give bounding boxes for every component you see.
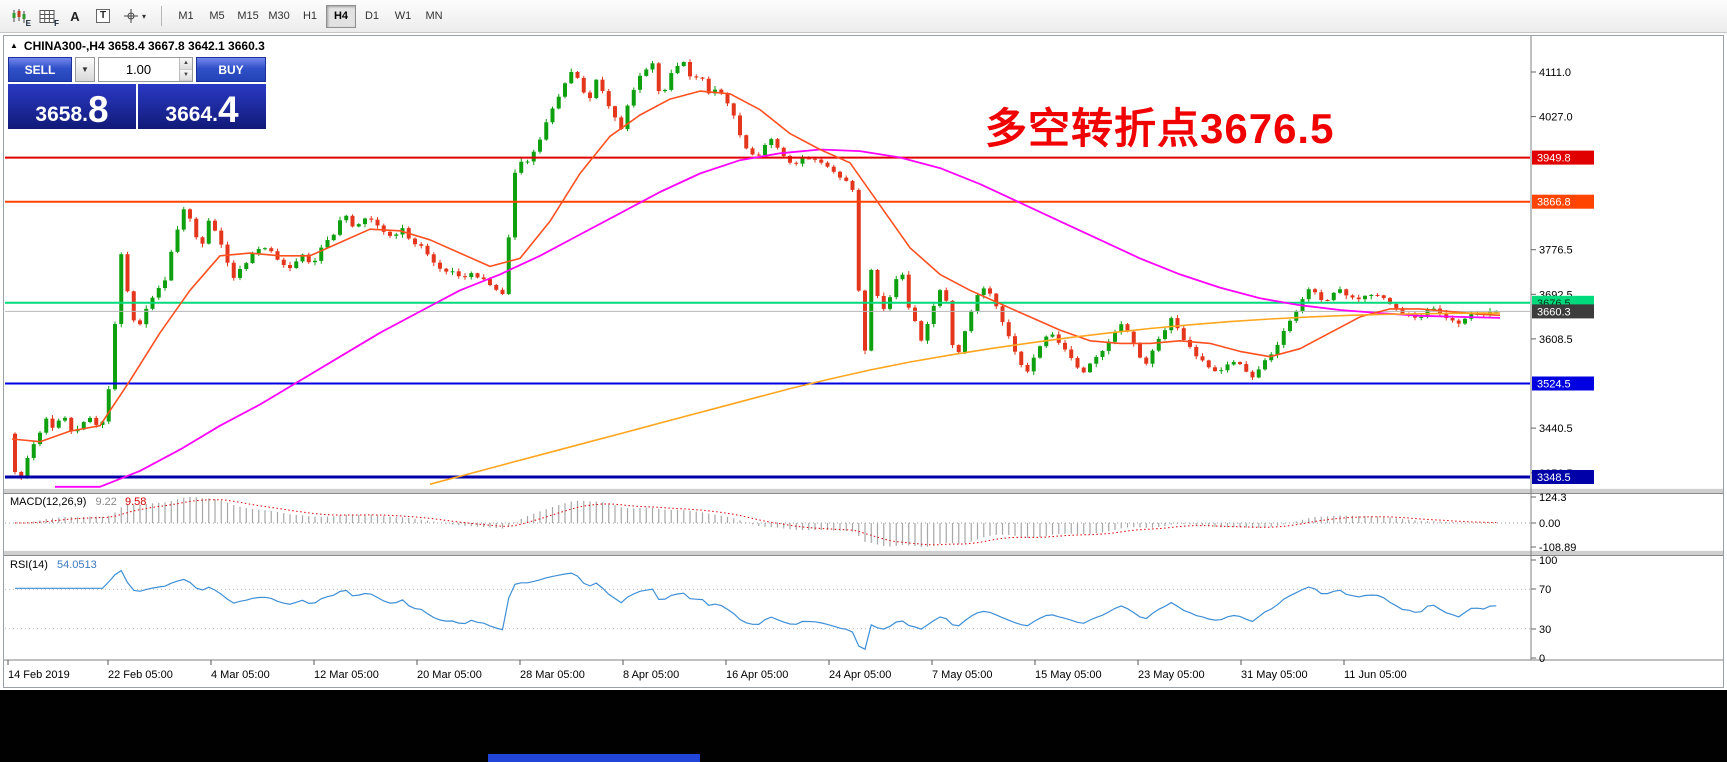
svg-text:100: 100: [1539, 555, 1557, 567]
svg-text:14 Feb 2019: 14 Feb 2019: [8, 669, 70, 681]
svg-text:3866.8: 3866.8: [1537, 197, 1571, 209]
chart-tools-group: E F A T ▾: [6, 4, 152, 28]
taskbar-item[interactable]: [488, 754, 700, 762]
svg-text:3524.5: 3524.5: [1537, 379, 1571, 391]
one-click-trading-panel: SELL ▼ ▲ ▼ BUY 3658. 8 3664. 4: [8, 57, 266, 129]
timeframe-d1-button[interactable]: D1: [357, 5, 387, 28]
macd-header: MACD(12,26,9) 9.22 9.58: [10, 496, 146, 508]
macd-signal-value: 9.58: [124, 496, 147, 508]
timeframe-group: M1 M5 M15 M30 H1 H4 D1 W1 MN: [171, 4, 450, 28]
svg-text:3608.5: 3608.5: [1539, 334, 1573, 346]
svg-text:30: 30: [1539, 624, 1551, 636]
macd-main-value: 9.22: [95, 496, 117, 508]
volume-up-icon[interactable]: ▲: [180, 58, 192, 70]
svg-text:3440.5: 3440.5: [1539, 423, 1573, 435]
grid-tool-icon[interactable]: F: [34, 4, 60, 28]
svg-text:23 May 05:00: 23 May 05:00: [1138, 669, 1205, 681]
timeframe-w1-button[interactable]: W1: [388, 5, 418, 28]
toolbar-separator: [161, 6, 163, 26]
sell-price-big: 8: [87, 88, 109, 130]
timeframe-m30-button[interactable]: M30: [264, 5, 294, 28]
text-label-tool-icon[interactable]: T: [90, 4, 116, 28]
timeframe-h4-button[interactable]: H4: [326, 4, 357, 28]
svg-text:20 Mar 05:00: 20 Mar 05:00: [417, 669, 482, 681]
svg-text:3776.5: 3776.5: [1539, 245, 1573, 257]
text-tool-icon[interactable]: A: [62, 4, 88, 28]
svg-text:28 Mar 05:00: 28 Mar 05:00: [520, 669, 585, 681]
svg-text:0: 0: [1539, 653, 1545, 665]
buy-price-small: 3664.: [165, 103, 218, 126]
svg-text:8 Apr 05:00: 8 Apr 05:00: [623, 669, 679, 681]
svg-text:31 May 05:00: 31 May 05:00: [1241, 669, 1308, 681]
volume-stepper: ▲ ▼: [179, 58, 192, 81]
timeframe-h1-button[interactable]: H1: [295, 5, 325, 28]
svg-text:-108.89: -108.89: [1539, 542, 1576, 554]
sell-button[interactable]: SELL: [8, 57, 72, 82]
chart-header: ▲ CHINA300-,H4 3658.4 3667.8 3642.1 3660…: [10, 39, 265, 53]
collapse-icon[interactable]: ▲: [10, 41, 18, 50]
toolbar: E F A T ▾ M1 M5 M15 M30 H1 H4 D1 W1 MN: [0, 0, 1727, 33]
svg-text:4111.0: 4111.0: [1539, 67, 1571, 79]
svg-text:70: 70: [1539, 584, 1551, 596]
sell-price-display[interactable]: 3658. 8: [8, 84, 136, 129]
svg-text:24 Apr 05:00: 24 Apr 05:00: [829, 669, 891, 681]
rsi-header: RSI(14) 54.0513: [10, 559, 97, 571]
chart-annotation-text: 多空转折点3676.5: [985, 105, 1335, 152]
volume-input[interactable]: [99, 58, 192, 81]
svg-text:3660.3: 3660.3: [1537, 306, 1571, 318]
svg-text:7 May 05:00: 7 May 05:00: [932, 669, 993, 681]
svg-text:0.00: 0.00: [1539, 518, 1560, 530]
volume-dropdown-icon[interactable]: ▼: [75, 57, 95, 82]
chart-canvas[interactable]: 4111.04027.03776.53692.53608.53440.53356…: [0, 33, 1727, 690]
svg-text:3949.8: 3949.8: [1537, 153, 1571, 165]
sell-price-small: 3658.: [35, 103, 88, 126]
svg-text:3348.5: 3348.5: [1537, 472, 1571, 484]
chart-title-text: CHINA300-,H4 3658.4 3667.8 3642.1 3660.3: [23, 39, 265, 53]
volume-field: ▲ ▼: [98, 57, 193, 82]
svg-text:15 May 05:00: 15 May 05:00: [1035, 669, 1102, 681]
svg-text:16 Apr 05:00: 16 Apr 05:00: [726, 669, 788, 681]
chart-objects-icon[interactable]: E: [6, 4, 32, 28]
volume-down-icon[interactable]: ▼: [180, 69, 192, 81]
rsi-value: 54.0513: [56, 559, 97, 571]
svg-text:11 Jun 05:00: 11 Jun 05:00: [1344, 669, 1407, 681]
crosshair-tool-icon[interactable]: ▾: [118, 4, 150, 28]
timeframe-mn-button[interactable]: MN: [419, 5, 449, 28]
svg-text:4027.0: 4027.0: [1539, 112, 1573, 124]
taskbar: [0, 690, 1727, 762]
buy-button[interactable]: BUY: [196, 57, 266, 82]
timeframe-m15-button[interactable]: M15: [233, 5, 263, 28]
rsi-label: RSI(14): [10, 559, 48, 571]
buy-price-display[interactable]: 3664. 4: [138, 84, 266, 129]
svg-text:4 Mar 05:00: 4 Mar 05:00: [211, 669, 270, 681]
svg-text:12 Mar 05:00: 12 Mar 05:00: [314, 669, 379, 681]
svg-text:124.3: 124.3: [1539, 492, 1567, 504]
timeframe-m1-button[interactable]: M1: [171, 5, 201, 28]
buy-price-big: 4: [217, 88, 239, 130]
timeframe-m5-button[interactable]: M5: [202, 5, 232, 28]
macd-label: MACD(12,26,9): [10, 496, 87, 508]
svg-text:22 Feb 05:00: 22 Feb 05:00: [108, 669, 173, 681]
